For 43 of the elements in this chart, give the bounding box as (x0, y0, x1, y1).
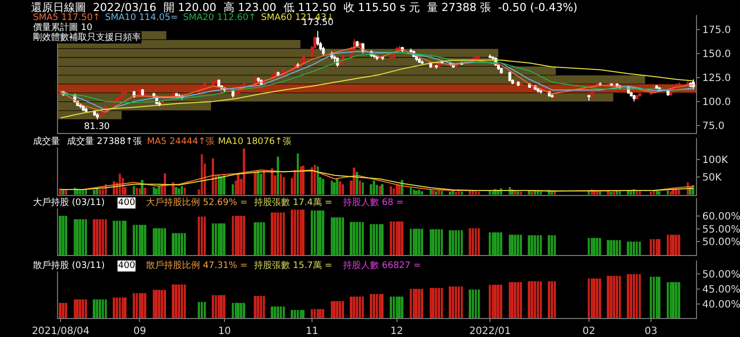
y-tick-label: 60.00% (702, 211, 740, 222)
annotation: 剛效體數補取只支援日頻率 (33, 32, 141, 43)
x-tick-label: 12 (390, 326, 404, 337)
x-tick-label: 03 (644, 326, 658, 337)
y-tick-label: 50K (702, 172, 722, 184)
y-tick-label: 55.00% (702, 224, 740, 236)
annotation: 持股張數 15.7萬 = (254, 260, 332, 271)
text: SMA20 112.60↑ (183, 13, 256, 23)
x-tick-label: 2021/08/04 (32, 326, 90, 337)
series-label: 大戶持股比例 52.69% = (146, 197, 248, 208)
chart-title: 還原日線圖 2022/03/16 開 120.00 高 123.00 低 112.50 收 115.50 s 元 量 27388 張 -0.50 (-0.43%) (31, 1, 578, 14)
y-tick-label: 75.0 (702, 121, 724, 132)
y-tick-label: 125.0 (702, 72, 731, 84)
chart-title: 成交量 (33, 136, 60, 147)
y-tick-label: 100.0 (702, 96, 731, 108)
text: SMA10 114.05= (105, 13, 178, 23)
x-tick-label: 09 (133, 326, 146, 337)
text: SMA5 117.50↑ (33, 13, 100, 23)
text: MA10 18076↑張 (218, 136, 292, 147)
y-tick-label: 40.00% (702, 299, 740, 310)
x-tick-label: 11 (306, 326, 318, 337)
y-tick-label: 50.00% (702, 270, 740, 281)
text: MA5 24444↑張 (147, 136, 215, 147)
annotation: 成交量 27388↑張 (67, 136, 142, 147)
text: 散戶持股比例 47.31% = (146, 260, 248, 271)
x-tick-label: 02 (582, 326, 596, 337)
chart-title: 散戶持股 (03/11) (33, 260, 105, 271)
chart-title: 價量累計圖 10 (33, 22, 93, 33)
annotation: 持股人數 68 = (343, 197, 404, 208)
annotation: 400 (118, 198, 136, 208)
y-tick-label: 175.0 (702, 24, 731, 36)
y-tick-label: 45.00% (702, 284, 740, 296)
x-tick-label: 2022/01 (469, 326, 511, 337)
x-tick-label: 10 (218, 326, 231, 337)
y-tick-label: 100K (702, 154, 728, 166)
annotation: 173.50 (302, 18, 334, 28)
annotation: 持股人數 66827 = (343, 260, 421, 271)
y-tick-label: 150.0 (702, 48, 731, 60)
annotation: 400 (118, 261, 136, 271)
annotation: 持股張數 17.4萬 = (254, 197, 332, 208)
y-tick-label: 50.00% (702, 237, 740, 248)
annotation: 81.30 (84, 122, 110, 132)
chart-title: 大戶持股 (03/11) (33, 197, 105, 208)
